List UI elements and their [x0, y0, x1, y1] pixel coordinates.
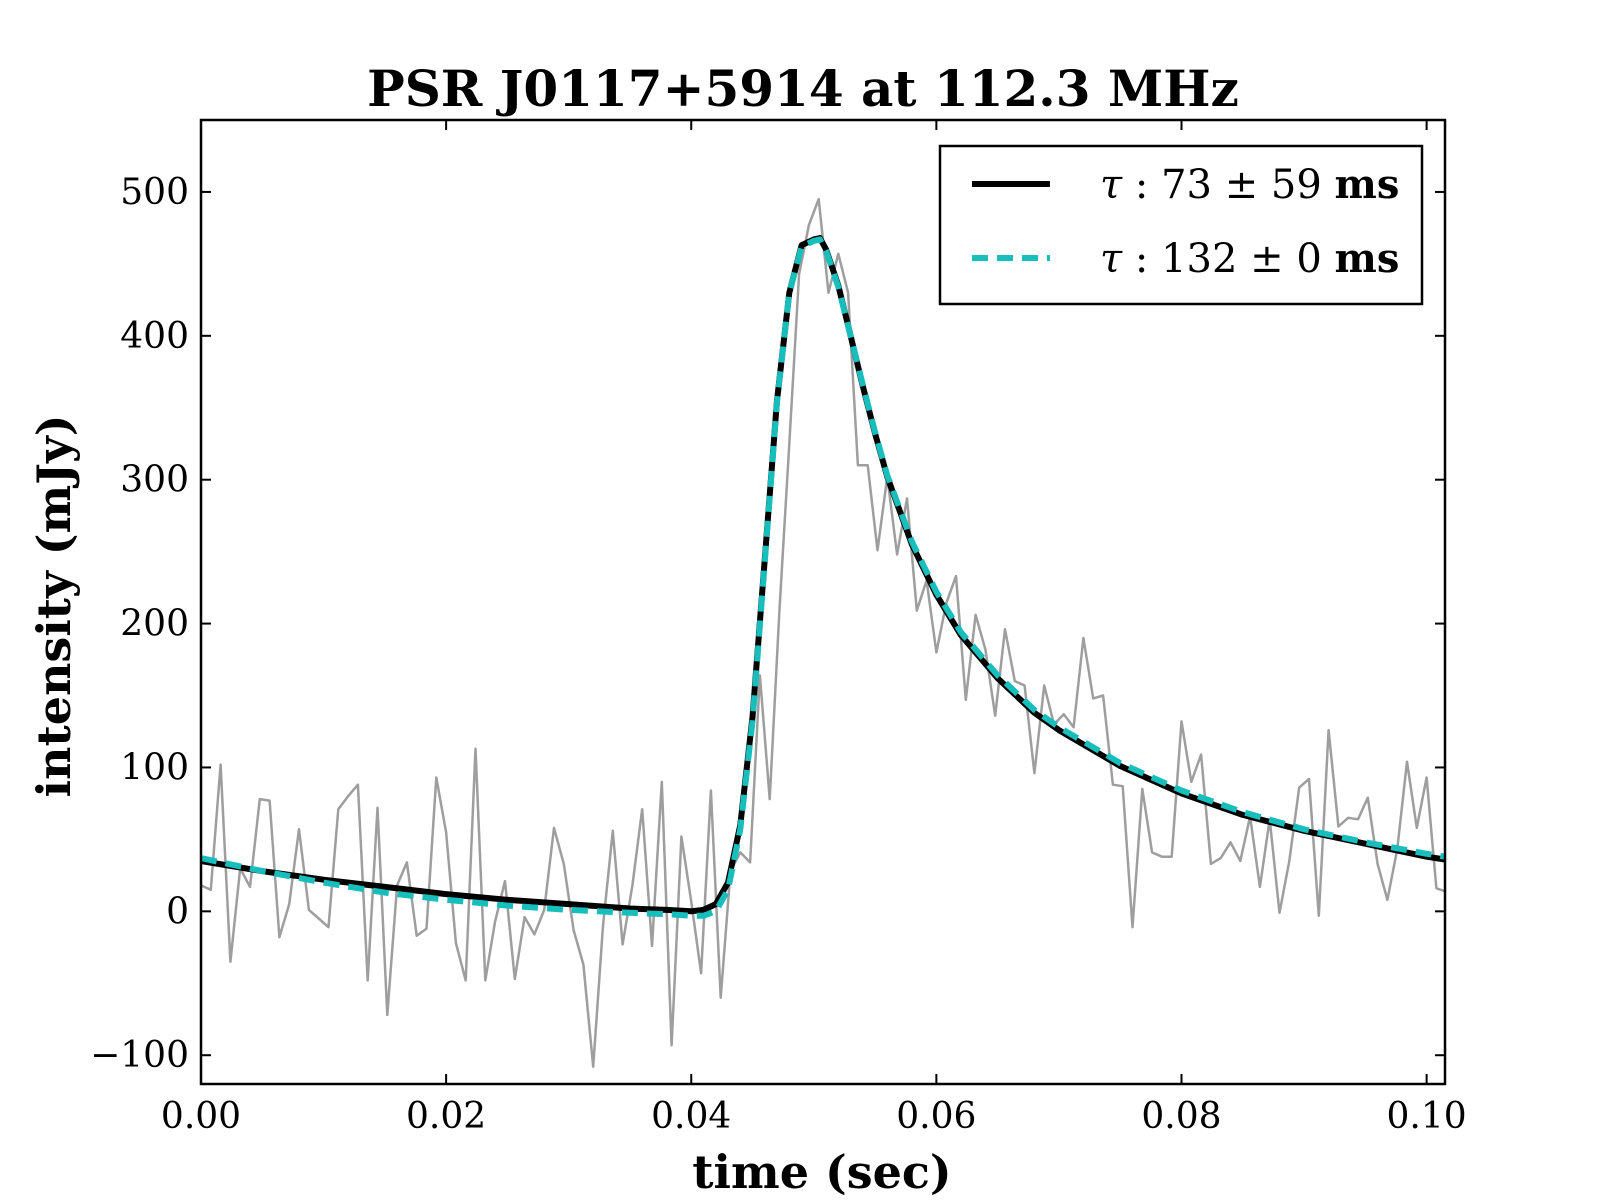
- series-line-2: [200, 236, 1446, 919]
- x-axis-label: time (sec): [692, 1145, 951, 1199]
- plot-frame: [199, 118, 1447, 1086]
- x-tick-label: 0.02: [406, 1096, 486, 1137]
- y-tick-label: 200: [120, 604, 189, 645]
- legend-entry-2-unit: ms: [1335, 235, 1400, 282]
- legend-entry-2-err: 0: [1296, 236, 1321, 282]
- legend-entry-1-value: 73: [1161, 162, 1212, 208]
- tick-layer: 0.00 0.02 0.04 0.06 0.08 0.10 −100 0 100 200 300 40…: [90, 120, 1467, 1137]
- y-tick-label: 100: [120, 747, 189, 788]
- legend-entry-2-value: 132: [1161, 236, 1237, 282]
- legend-entry-1-err: 59: [1271, 162, 1322, 208]
- legend-box: [938, 144, 1424, 306]
- y-tick-label: 300: [120, 460, 189, 501]
- legend-entry-2-colon: :: [1135, 236, 1148, 282]
- x-tick-label: 0.06: [896, 1096, 976, 1137]
- x-tick-label: 0.00: [161, 1096, 241, 1137]
- x-tick-label: 0.10: [1387, 1096, 1467, 1137]
- legend-entry-1-pm: ±: [1225, 162, 1259, 208]
- y-tick-label: 500: [120, 172, 189, 213]
- y-axis-label: intensity (mJy): [27, 415, 81, 798]
- y-tick-label: 400: [120, 316, 189, 357]
- legend-entry-1-symbol: τ: [1100, 162, 1123, 208]
- legend-entry-2-symbol: τ: [1100, 236, 1123, 282]
- x-tick-label: 0.04: [651, 1096, 731, 1137]
- legend: τ : 73 ± 59 ms τ : 132 ± 0 ms: [938, 144, 1424, 306]
- legend-entry-1-unit: ms: [1335, 161, 1400, 208]
- legend-entry-1-colon: :: [1135, 162, 1148, 208]
- y-tick-label: −100: [90, 1035, 189, 1076]
- legend-entry-1: τ : 73 ± 59 ms: [1100, 161, 1399, 208]
- x-tick-label: 0.08: [1141, 1096, 1221, 1137]
- chart-title: PSR J0117+5914 at 112.3 MHz: [367, 59, 1239, 118]
- legend-entry-2: τ : 132 ± 0 ms: [1100, 235, 1399, 282]
- legend-entry-2-pm: ±: [1250, 236, 1284, 282]
- y-tick-label: 0: [166, 891, 189, 932]
- series-layer: [200, 197, 1446, 1068]
